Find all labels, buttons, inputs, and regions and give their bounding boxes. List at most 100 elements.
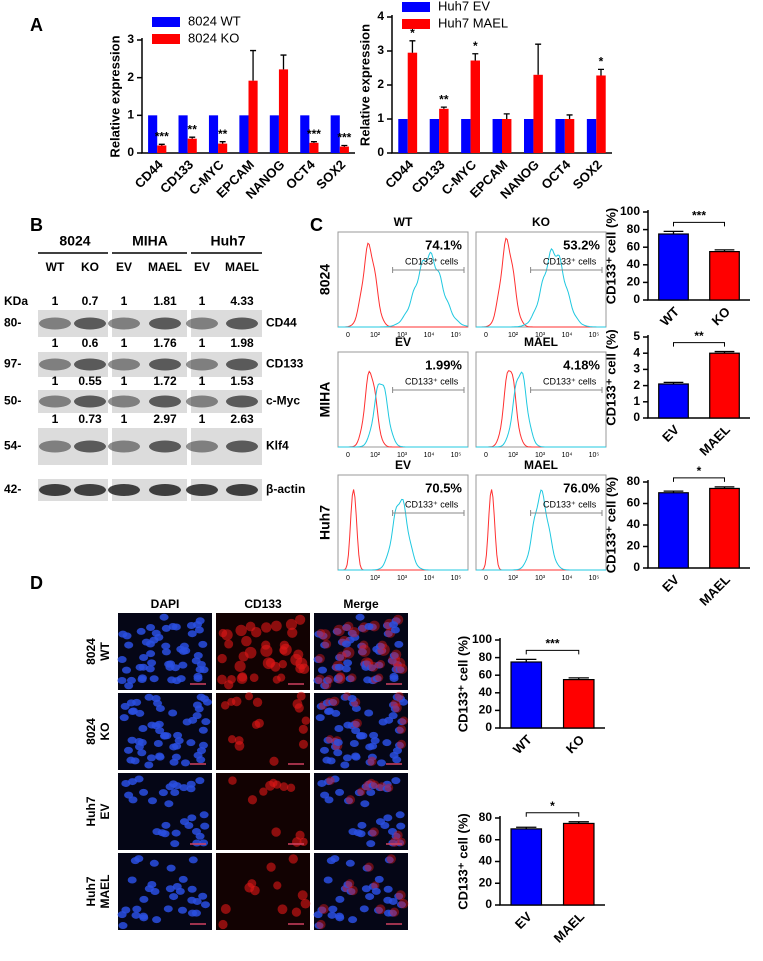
cd133-signal bbox=[370, 780, 380, 789]
nucleus bbox=[160, 732, 170, 740]
significance-bracket bbox=[673, 221, 725, 227]
nucleus bbox=[395, 666, 405, 674]
nucleus bbox=[366, 840, 376, 848]
nucleus bbox=[342, 624, 352, 632]
error-bar bbox=[158, 143, 165, 146]
cd133-signal bbox=[272, 780, 282, 789]
nucleus bbox=[119, 714, 129, 722]
flow-column-label: EV bbox=[395, 335, 411, 349]
nucleus bbox=[169, 758, 179, 766]
blot-band bbox=[108, 317, 140, 330]
nucleus bbox=[335, 895, 345, 903]
band-ratio: 1 bbox=[52, 294, 59, 308]
cd133-signal bbox=[224, 639, 234, 649]
if-image bbox=[216, 853, 310, 930]
nucleus bbox=[122, 666, 132, 674]
lane-label: WT bbox=[46, 260, 65, 274]
nucleus bbox=[127, 876, 137, 884]
cd133-signal bbox=[295, 614, 306, 625]
nucleus bbox=[194, 626, 204, 634]
nucleus bbox=[168, 709, 178, 717]
bar bbox=[562, 678, 595, 729]
cd133-signal bbox=[270, 661, 281, 672]
cd133-signal bbox=[393, 830, 403, 840]
nucleus bbox=[317, 906, 327, 914]
cd133-signal bbox=[227, 675, 236, 684]
blot-band bbox=[186, 317, 218, 330]
significance: *** bbox=[692, 209, 706, 223]
nucleus bbox=[334, 663, 344, 671]
nucleus bbox=[147, 721, 157, 729]
nucleus bbox=[192, 839, 202, 847]
y-tick-label: 60 bbox=[627, 496, 641, 510]
legend-label: Huh7 EV bbox=[438, 0, 490, 13]
lane-label: EV bbox=[116, 260, 132, 274]
blot-band bbox=[226, 395, 258, 408]
nucleus bbox=[397, 718, 407, 726]
nucleus bbox=[137, 739, 147, 747]
nucleus bbox=[169, 893, 179, 901]
nucleus bbox=[371, 887, 381, 895]
bar bbox=[398, 119, 408, 153]
nucleus bbox=[161, 821, 171, 829]
cd133-signal bbox=[220, 904, 231, 914]
error-bar bbox=[714, 249, 735, 252]
flow-axis-tick: 10² bbox=[508, 332, 519, 339]
cd133-signal bbox=[342, 646, 355, 659]
y-tick-label: 100 bbox=[472, 632, 492, 646]
legend-swatch bbox=[152, 34, 180, 44]
nucleus bbox=[315, 714, 325, 722]
nucleus bbox=[154, 720, 164, 728]
cd133-signal bbox=[396, 739, 406, 749]
y-tick-label: 60 bbox=[627, 239, 641, 253]
nucleus bbox=[123, 746, 133, 754]
nucleus bbox=[396, 901, 406, 909]
y-tick-label: 60 bbox=[479, 667, 493, 681]
nucleus bbox=[342, 650, 352, 658]
nucleus bbox=[394, 726, 404, 734]
nucleus bbox=[145, 665, 155, 673]
nucleus bbox=[376, 759, 386, 767]
flow-axis-tick: 10² bbox=[370, 575, 381, 582]
y-tick-label: 3 bbox=[633, 362, 640, 376]
nucleus bbox=[138, 663, 148, 671]
nucleus bbox=[199, 666, 209, 674]
nucleus bbox=[191, 909, 201, 917]
y-tick-label: 100 bbox=[620, 204, 640, 218]
error-bar bbox=[568, 821, 589, 824]
cd133-signal bbox=[364, 862, 374, 872]
nucleus bbox=[326, 857, 336, 865]
band-ratio: 0.55 bbox=[78, 374, 102, 388]
flow-column-label: MAEL bbox=[524, 335, 558, 349]
cd133-signal bbox=[375, 673, 384, 682]
if-row-label: Huh7 bbox=[84, 876, 98, 906]
flow-frame bbox=[337, 351, 469, 448]
significance: *** bbox=[155, 130, 169, 144]
protein-label: c-Myc bbox=[266, 394, 300, 408]
flow-axis-tick: 10³ bbox=[397, 575, 408, 582]
cd133-signal bbox=[336, 651, 347, 662]
y-axis-label: CD133⁺ cell (%) bbox=[455, 636, 470, 732]
significance: *** bbox=[307, 127, 321, 141]
nucleus bbox=[202, 698, 212, 706]
panel-label: B bbox=[30, 215, 43, 235]
nucleus bbox=[345, 859, 355, 867]
bar bbox=[709, 251, 740, 301]
cd133-signal bbox=[271, 827, 281, 837]
y-tick-label: 40 bbox=[479, 685, 493, 699]
flow-axis-tick: 10⁵ bbox=[451, 575, 462, 582]
nucleus bbox=[149, 859, 159, 867]
nucleus bbox=[369, 731, 379, 739]
cd133-signal bbox=[389, 907, 400, 917]
nucleus bbox=[173, 731, 183, 739]
y-tick-label: 4 bbox=[633, 345, 640, 359]
nucleus bbox=[139, 788, 149, 796]
nucleus bbox=[131, 911, 141, 919]
blot-band bbox=[74, 317, 106, 330]
cd133-signal bbox=[345, 879, 355, 888]
blot-band bbox=[149, 358, 181, 371]
nucleus bbox=[383, 885, 393, 893]
nucleus bbox=[174, 737, 184, 745]
cd133-signal bbox=[273, 881, 282, 890]
cd133-histogram bbox=[476, 371, 606, 448]
